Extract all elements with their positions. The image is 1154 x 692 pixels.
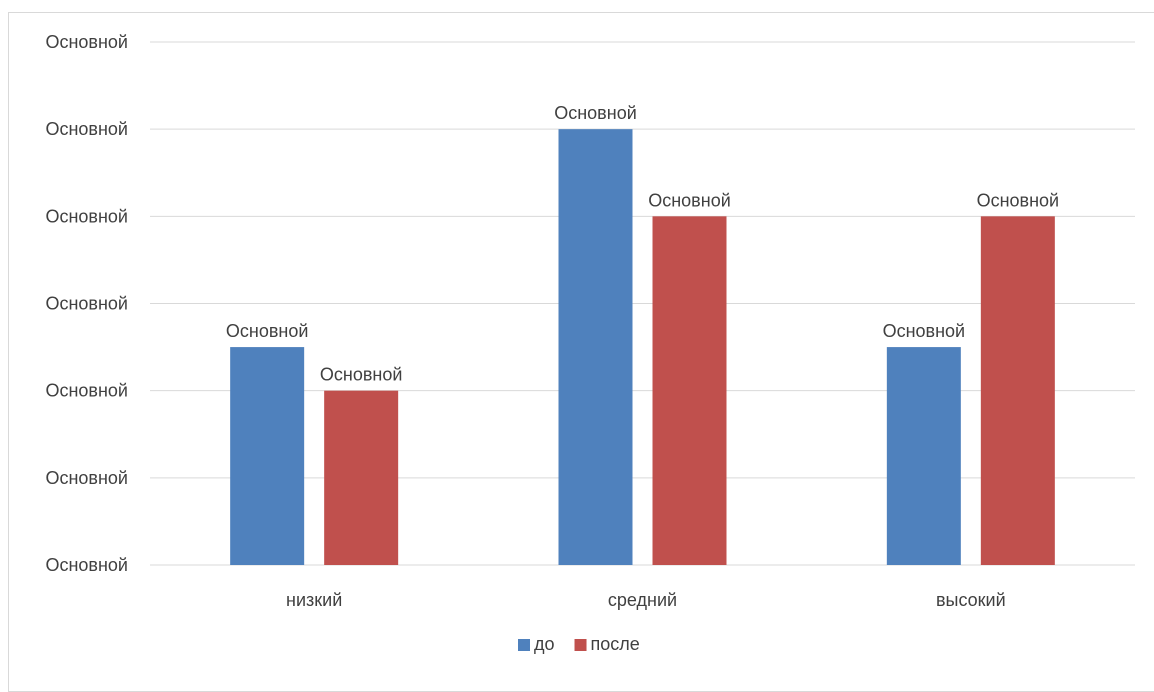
- legend-label: после: [591, 634, 640, 654]
- x-tick-label: высокий: [936, 590, 1006, 610]
- data-label: Основной: [226, 321, 309, 341]
- y-axis-tick-labels: Основной Основной Основной Основной Основной…: [45, 32, 128, 575]
- y-tick-label: Основной: [45, 294, 128, 314]
- legend-swatch: [574, 639, 587, 651]
- data-label: Основной: [977, 190, 1060, 210]
- bar-после: [980, 216, 1055, 566]
- data-label: Основной: [554, 103, 637, 123]
- data-label: Основной: [648, 190, 731, 210]
- x-tick-label: низкий: [286, 590, 342, 610]
- y-tick-label: Основной: [45, 555, 128, 575]
- legend-label: до: [534, 634, 555, 654]
- bar-до: [230, 347, 305, 565]
- y-tick-label: Основной: [45, 32, 128, 52]
- legend-swatch: [518, 639, 530, 651]
- bars: [230, 129, 1055, 566]
- legend: до после: [518, 634, 640, 654]
- x-axis-tick-labels: низкий средний высокий: [286, 590, 1006, 610]
- y-tick-label: Основной: [45, 468, 128, 488]
- gridlines: [150, 41, 1135, 566]
- bar-после: [324, 390, 399, 565]
- data-label: Основной: [320, 365, 403, 385]
- bar-до: [886, 347, 961, 565]
- data-labels: Основной Основной Основной Основной Основной…: [226, 103, 1060, 385]
- data-label: Основной: [883, 321, 966, 341]
- x-tick-label: средний: [608, 590, 677, 610]
- y-tick-label: Основной: [45, 381, 128, 401]
- y-tick-label: Основной: [45, 119, 128, 139]
- bar-до: [558, 129, 633, 565]
- y-tick-label: Основной: [45, 206, 128, 226]
- bar-после: [652, 216, 727, 566]
